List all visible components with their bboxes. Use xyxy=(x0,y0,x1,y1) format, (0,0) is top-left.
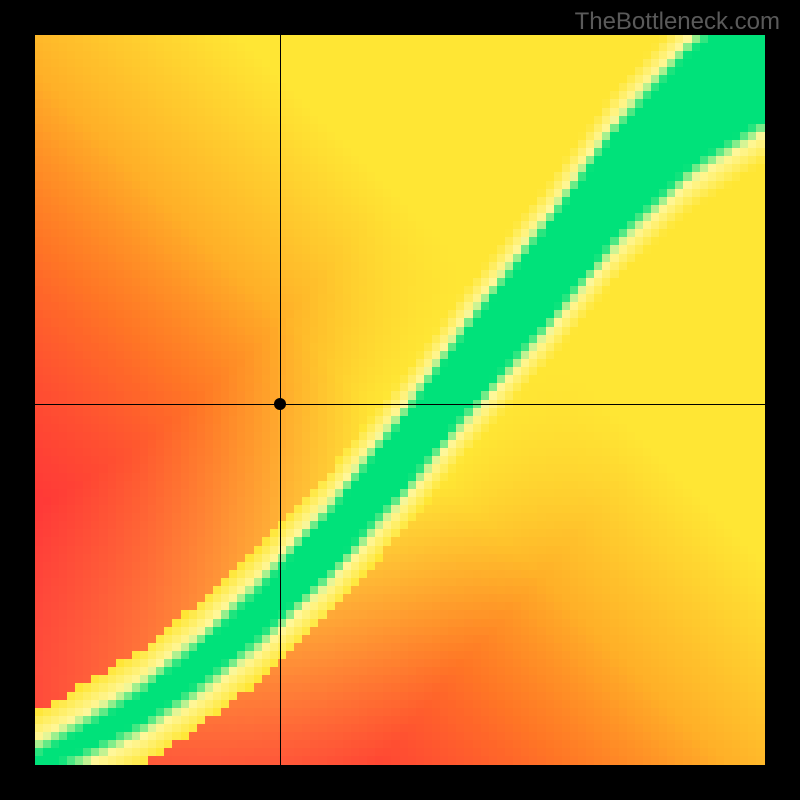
crosshair-dot xyxy=(274,398,286,410)
plot-area xyxy=(35,35,765,765)
chart-container: TheBottleneck.com xyxy=(0,0,800,800)
bottleneck-heatmap xyxy=(35,35,765,765)
watermark-text: TheBottleneck.com xyxy=(575,8,780,36)
crosshair-horizontal xyxy=(35,404,765,405)
